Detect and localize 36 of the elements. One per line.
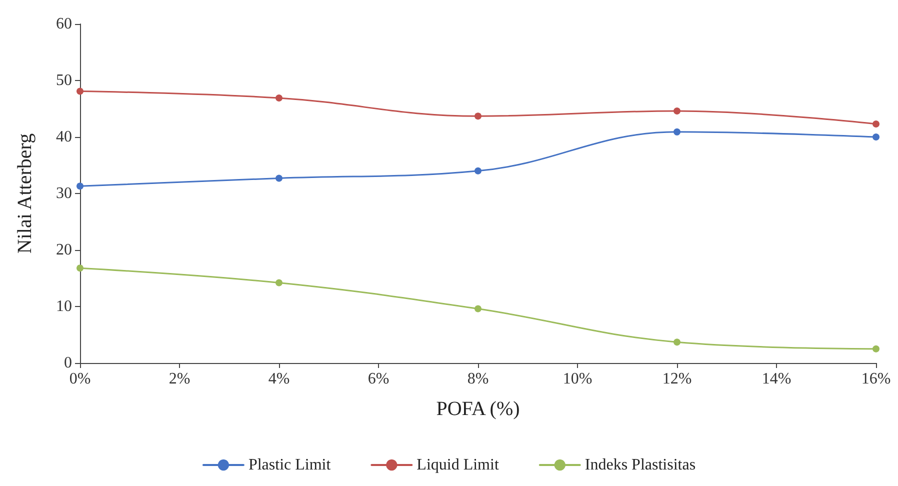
y-axis-title: Nilai Atterberg xyxy=(14,133,36,254)
point xyxy=(76,88,84,95)
x-tick-label: 16% xyxy=(861,370,891,388)
point xyxy=(872,345,880,352)
x-tick-label: 10% xyxy=(562,370,592,388)
point xyxy=(276,174,282,182)
legend-label: Indeks Plastisitas xyxy=(584,456,696,474)
point xyxy=(872,134,880,140)
x-axis-title: POFA (%) xyxy=(436,398,520,420)
point xyxy=(674,338,680,346)
point xyxy=(474,167,482,174)
point xyxy=(76,264,84,272)
legend-label: Plastic Limit xyxy=(248,456,332,474)
point xyxy=(674,128,680,136)
y-tick-label: 50 xyxy=(56,72,72,89)
y-tick-label: 20 xyxy=(56,242,72,258)
x-tick-label: 12% xyxy=(662,370,692,388)
x-tick-label: 14% xyxy=(762,370,792,388)
point xyxy=(474,305,482,312)
point xyxy=(276,94,282,102)
point xyxy=(674,108,680,115)
y-tick-label: 60 xyxy=(56,16,72,32)
y-tick-label: 30 xyxy=(56,185,72,202)
legend-label: Liquid Limit xyxy=(416,456,500,474)
y-tick-label: 10 xyxy=(56,298,72,315)
x-tick-label: 6% xyxy=(368,370,390,388)
point xyxy=(276,279,282,286)
x-tick-label: 8% xyxy=(467,370,489,388)
point xyxy=(872,120,880,128)
point xyxy=(76,182,84,190)
x-tick-label: 4% xyxy=(268,370,290,388)
x-tick-label: 2% xyxy=(168,370,190,388)
point xyxy=(474,112,482,120)
y-tick-label: 40 xyxy=(56,128,72,146)
y-tick-label: 0 xyxy=(64,354,72,372)
x-tick-label: 0% xyxy=(69,370,91,388)
